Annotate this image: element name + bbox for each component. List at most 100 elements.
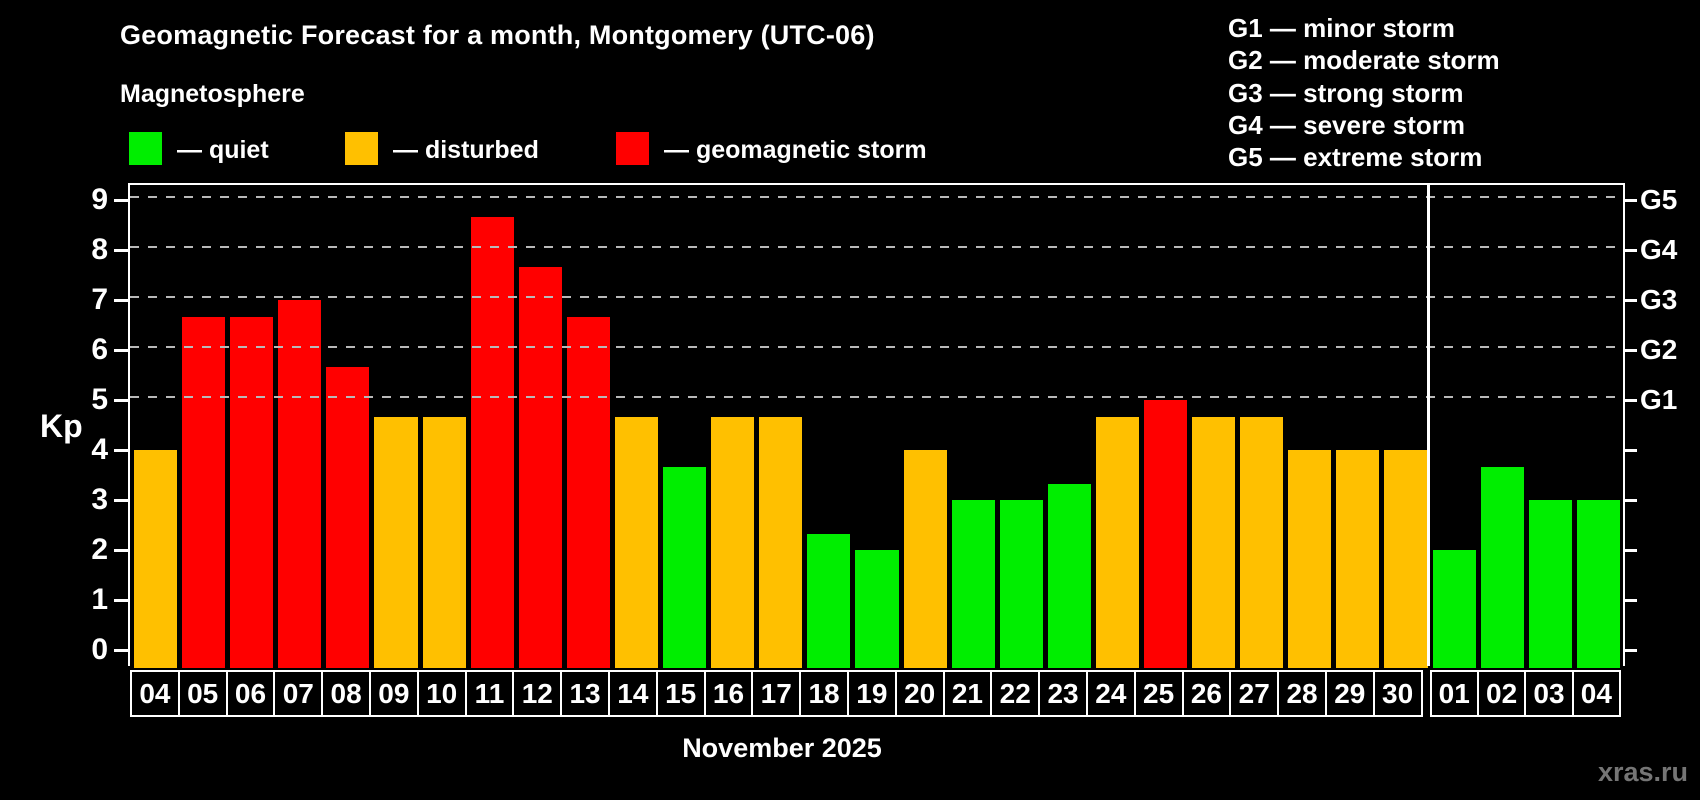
kp-bar-day-04 bbox=[1576, 500, 1620, 668]
y-axis-tick-right-2 bbox=[1623, 549, 1637, 552]
y-axis-tick-left-2 bbox=[114, 549, 128, 552]
kp-bar-day-27 bbox=[1240, 416, 1284, 668]
y-axis-tick-label-5: 5 bbox=[91, 383, 108, 416]
y-axis-tick-left-5 bbox=[114, 399, 128, 402]
legend-disturbed-label: — disturbed bbox=[393, 136, 539, 164]
kp-bar-day-12 bbox=[518, 266, 562, 668]
y-axis-tick-left-1 bbox=[114, 599, 128, 602]
y-axis-tick-right-5 bbox=[1623, 399, 1637, 402]
y-axis-tick-label-8: 8 bbox=[91, 233, 108, 266]
kp-bar-day-05 bbox=[182, 316, 226, 668]
right-axis-label-g5: G5 bbox=[1640, 184, 1678, 215]
kp-bar-day-18 bbox=[807, 533, 851, 668]
right-axis-label-g3: G3 bbox=[1640, 284, 1678, 315]
date-cell-04: 04 bbox=[1571, 670, 1622, 717]
kp-bar-day-15 bbox=[663, 466, 707, 668]
kp-bar-day-24 bbox=[1095, 416, 1139, 668]
date-cell-24: 24 bbox=[1085, 670, 1136, 717]
date-cell-01: 01 bbox=[1429, 670, 1479, 717]
legend-storm-label: — geomagnetic storm bbox=[664, 136, 927, 164]
kp-bar-day-30 bbox=[1384, 450, 1428, 668]
legend-storm-swatch bbox=[616, 132, 649, 165]
date-cell-04: 04 bbox=[130, 670, 180, 717]
y-axis-tick-label-7: 7 bbox=[91, 283, 108, 316]
legend-disturbed-swatch bbox=[345, 132, 378, 165]
date-cell-16: 16 bbox=[703, 670, 754, 717]
kp-bar-day-16 bbox=[711, 416, 755, 668]
y-axis-tick-left-0 bbox=[114, 649, 128, 652]
x-axis-date-row: 04 05 06 07 08 09 10 11 12 13 14 15 16 17 18 19 20 21 22 23… bbox=[130, 670, 1622, 717]
date-cell-15: 15 bbox=[655, 670, 706, 717]
date-cell-23: 23 bbox=[1038, 670, 1088, 717]
y-axis-tick-right-3 bbox=[1623, 499, 1637, 502]
y-axis-tick-label-6: 6 bbox=[91, 333, 108, 366]
y-axis-tick-label-4: 4 bbox=[91, 433, 108, 466]
kp-bar-day-03 bbox=[1528, 500, 1572, 668]
y-axis-tick-left-6 bbox=[114, 349, 128, 352]
gridline-kp5 bbox=[130, 396, 1623, 398]
kp-bar-day-06 bbox=[230, 316, 274, 668]
y-axis-tick-left-4 bbox=[114, 449, 128, 452]
date-cell-18: 18 bbox=[799, 670, 849, 717]
y-axis-label: Kp bbox=[40, 408, 83, 444]
y-axis-tick-left-7 bbox=[114, 299, 128, 302]
kp-bar-day-04 bbox=[134, 450, 178, 668]
date-cell-09: 09 bbox=[368, 670, 419, 717]
gridline-kp6 bbox=[130, 346, 1623, 348]
gridline-kp8 bbox=[130, 246, 1623, 248]
date-cell-02: 02 bbox=[1476, 670, 1527, 717]
y-axis-tick-label-9: 9 bbox=[91, 183, 108, 216]
kp-bar-day-26 bbox=[1192, 416, 1236, 668]
right-axis-label-g4: G4 bbox=[1640, 234, 1678, 265]
gridline-kp9 bbox=[130, 196, 1623, 198]
kp-bar-day-07 bbox=[278, 300, 322, 668]
date-cell-27: 27 bbox=[1229, 670, 1280, 717]
kp-bar-day-21 bbox=[951, 500, 995, 668]
kp-bar-day-10 bbox=[422, 416, 466, 668]
y-axis-tick-left-9 bbox=[114, 199, 128, 202]
y-axis-tick-right-1 bbox=[1623, 599, 1637, 602]
december-date-cells: 01 02 03 04 bbox=[1429, 670, 1622, 717]
kp-bar-day-29 bbox=[1336, 450, 1380, 668]
date-cell-13: 13 bbox=[560, 670, 610, 717]
date-cell-08: 08 bbox=[321, 670, 371, 717]
kp-bar-day-22 bbox=[999, 500, 1043, 668]
legend-quiet-swatch bbox=[129, 132, 162, 165]
november-date-cells: 04 05 06 07 08 09 10 11 12 13 14 15 16 17 18 19 20 21 22 23… bbox=[130, 670, 1423, 717]
right-axis-label-g1: G1 bbox=[1640, 384, 1678, 415]
kp-bar-day-14 bbox=[614, 416, 659, 668]
storm-scale-line: G1 — minor storm bbox=[1228, 13, 1455, 43]
month-separator-line bbox=[1427, 185, 1430, 666]
y-axis-tick-right-4 bbox=[1623, 449, 1637, 452]
kp-bar-day-09 bbox=[374, 416, 418, 668]
right-axis-label-g2: G2 bbox=[1640, 334, 1678, 365]
y-axis-tick-label-0: 0 bbox=[91, 633, 108, 666]
kp-bar-day-19 bbox=[855, 550, 899, 668]
storm-scale-line: G5 — extreme storm bbox=[1228, 142, 1483, 173]
kp-bar-day-25 bbox=[1143, 400, 1188, 668]
legend-quiet-label: — quiet bbox=[177, 136, 269, 164]
date-cell-26: 26 bbox=[1181, 670, 1232, 717]
x-axis-month-label: November 2025 bbox=[682, 733, 882, 763]
date-cell-07: 07 bbox=[273, 670, 324, 717]
y-axis-tick-right-8 bbox=[1623, 249, 1637, 252]
kp-bar-day-11 bbox=[470, 216, 514, 668]
kp-bar-day-02 bbox=[1480, 466, 1524, 668]
kp-bar-day-08 bbox=[326, 366, 370, 668]
date-cell-05: 05 bbox=[177, 670, 228, 717]
date-cell-06: 06 bbox=[225, 670, 276, 717]
date-cell-10: 10 bbox=[416, 670, 467, 717]
kp-bar-day-20 bbox=[903, 450, 947, 668]
date-cell-28: 28 bbox=[1277, 670, 1327, 717]
date-cell-25: 25 bbox=[1133, 670, 1184, 717]
chart-subtitle: Magnetosphere bbox=[120, 80, 305, 108]
date-cell-19: 19 bbox=[846, 670, 897, 717]
date-cell-29: 29 bbox=[1324, 670, 1375, 717]
y-axis-tick-label-1: 1 bbox=[91, 583, 108, 616]
page-title: Geomagnetic Forecast for a month, Montgo… bbox=[120, 20, 875, 50]
kp-bar-day-23 bbox=[1047, 483, 1091, 668]
date-cell-12: 12 bbox=[512, 670, 563, 717]
y-axis-tick-right-7 bbox=[1623, 299, 1637, 302]
date-cell-30: 30 bbox=[1372, 670, 1423, 717]
